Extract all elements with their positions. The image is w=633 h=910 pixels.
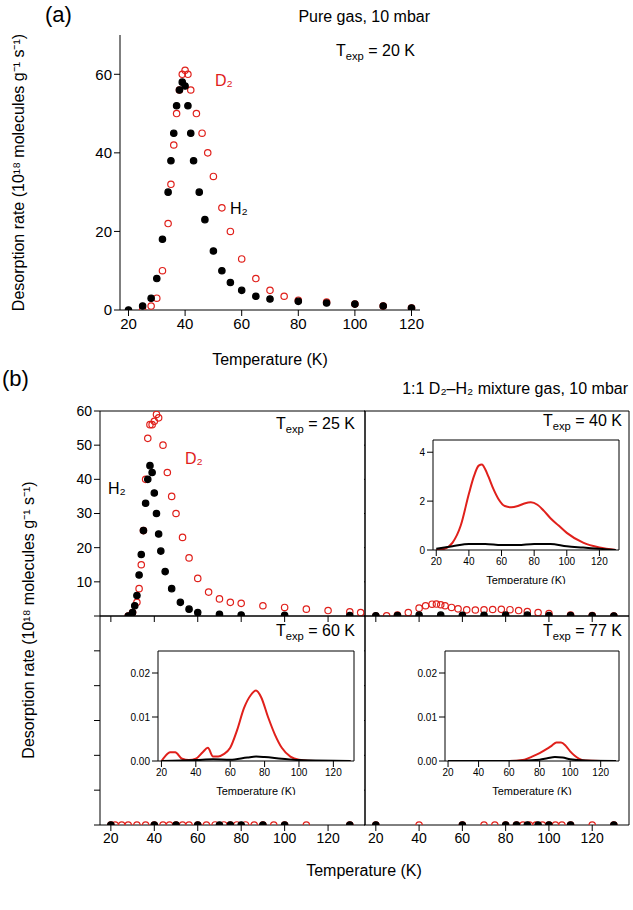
svg-text:20: 20 — [156, 767, 168, 778]
svg-text:60: 60 — [225, 767, 237, 778]
html-text:Texp= 77 K: Texp= 77 K — [543, 622, 622, 643]
svg-text:2: 2 — [419, 496, 425, 507]
html-text:Texp= 20 K: Texp= 20 K — [336, 42, 415, 63]
svg-text:Temperature (K): Temperature (K) — [216, 785, 295, 795]
svg-text:20: 20 — [95, 223, 112, 240]
html-text:Texp= 40 K: Texp= 40 K — [543, 412, 622, 433]
svg-text:0.00: 0.00 — [418, 756, 438, 767]
svg-text:20: 20 — [431, 556, 443, 567]
svg-text:0.02: 0.02 — [131, 668, 151, 679]
svg-text:120: 120 — [316, 830, 340, 846]
svg-text:80: 80 — [498, 830, 514, 846]
html-text:(b): (b) — [2, 366, 29, 391]
svg-text:60: 60 — [455, 830, 471, 846]
svg-text:120: 120 — [399, 315, 424, 332]
svg-text:40: 40 — [463, 556, 475, 567]
svg-text:60: 60 — [233, 315, 250, 332]
html-text:1:1 D₂–H₂ mixture gas, 10 mbar: 1:1 D₂–H₂ mixture gas, 10 mbar — [402, 380, 628, 397]
svg-text:120: 120 — [325, 767, 342, 778]
html-text:(a): (a) — [45, 2, 72, 27]
html-text:D₂: D₂ — [215, 72, 233, 89]
svg-text:120: 120 — [581, 830, 605, 846]
svg-text:80: 80 — [233, 830, 249, 846]
svg-text:Temperature (K): Temperature (K) — [212, 351, 328, 368]
html-text:H₂: H₂ — [108, 480, 126, 497]
svg-text:40: 40 — [95, 144, 112, 161]
svg-text:80: 80 — [290, 315, 307, 332]
svg-text:120: 120 — [591, 556, 608, 567]
svg-text:20: 20 — [103, 830, 119, 846]
svg-text:50: 50 — [76, 437, 92, 453]
html-text:Texp= 25 K: Texp= 25 K — [276, 415, 355, 436]
svg-text:0.00: 0.00 — [131, 756, 151, 767]
svg-text:4: 4 — [419, 447, 425, 458]
svg-text:40: 40 — [147, 830, 163, 846]
svg-text:0.01: 0.01 — [131, 712, 151, 723]
svg-text:Temperature (K): Temperature (K) — [486, 574, 565, 584]
html-text:Pure gas, 10 mbar: Pure gas, 10 mbar — [298, 8, 430, 25]
svg-text:100: 100 — [558, 556, 575, 567]
html-text:H₂: H₂ — [230, 200, 248, 217]
svg-text:20: 20 — [442, 767, 454, 778]
svg-text:40: 40 — [76, 471, 92, 487]
svg-text:0.01: 0.01 — [418, 712, 438, 723]
svg-text:40: 40 — [190, 767, 202, 778]
svg-text:60: 60 — [190, 830, 206, 846]
svg-text:60: 60 — [76, 403, 92, 419]
svg-text:80: 80 — [529, 556, 541, 567]
svg-text:40: 40 — [411, 830, 427, 846]
svg-text:100: 100 — [537, 830, 561, 846]
svg-text:100: 100 — [342, 315, 367, 332]
svg-text:60: 60 — [496, 556, 508, 567]
svg-text:100: 100 — [291, 767, 308, 778]
html-text:Desorption rate (10¹⁸ molecule: Desorption rate (10¹⁸ molecules g⁻¹ s⁻¹) — [20, 481, 37, 759]
html-text:D₂: D₂ — [185, 450, 203, 467]
svg-text:60: 60 — [95, 66, 112, 83]
svg-text:30: 30 — [76, 505, 92, 521]
svg-text:Temperature (K): Temperature (K) — [492, 785, 571, 795]
svg-text:40: 40 — [177, 315, 194, 332]
svg-text:0: 0 — [419, 545, 425, 556]
svg-text:0.02: 0.02 — [418, 668, 438, 679]
svg-text:100: 100 — [273, 830, 297, 846]
svg-text:60: 60 — [504, 767, 516, 778]
svg-text:20: 20 — [120, 315, 137, 332]
svg-text:100: 100 — [562, 767, 579, 778]
svg-text:40: 40 — [473, 767, 485, 778]
svg-text:20: 20 — [368, 830, 384, 846]
html-text:Texp= 60 K: Texp= 60 K — [276, 622, 355, 643]
svg-text:120: 120 — [592, 767, 609, 778]
svg-text:0: 0 — [104, 301, 112, 318]
svg-text:Desorption rate (10¹⁸ molecule: Desorption rate (10¹⁸ molecules g⁻¹ s⁻¹) — [10, 34, 27, 311]
html-text:Temperature (K): Temperature (K) — [306, 862, 422, 879]
svg-text:20: 20 — [76, 540, 92, 556]
svg-text:10: 10 — [76, 574, 92, 590]
svg-text:80: 80 — [534, 767, 546, 778]
svg-text:80: 80 — [259, 767, 271, 778]
